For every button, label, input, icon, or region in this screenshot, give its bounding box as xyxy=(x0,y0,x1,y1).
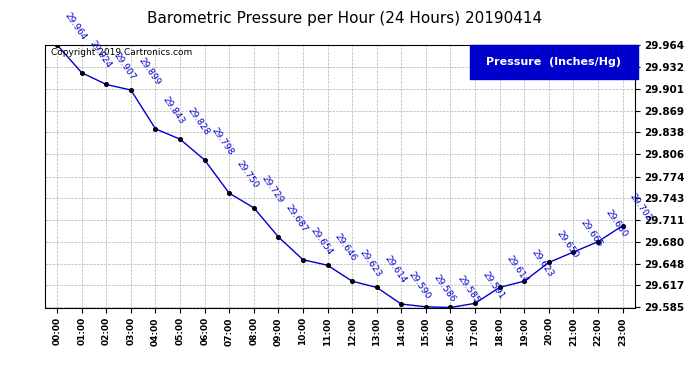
Text: 29.899: 29.899 xyxy=(137,56,162,87)
Text: Barometric Pressure per Hour (24 Hours) 20190414: Barometric Pressure per Hour (24 Hours) … xyxy=(148,11,542,26)
Text: 29.623: 29.623 xyxy=(357,248,383,278)
Point xyxy=(76,70,87,76)
Text: 29.843: 29.843 xyxy=(161,95,186,126)
Text: 29.623: 29.623 xyxy=(530,248,555,278)
Text: 29.907: 29.907 xyxy=(112,51,137,82)
Text: 29.729: 29.729 xyxy=(259,174,285,205)
Point xyxy=(248,205,259,211)
Point xyxy=(273,234,284,240)
Text: 29.687: 29.687 xyxy=(284,203,309,234)
Point xyxy=(396,301,407,307)
FancyBboxPatch shape xyxy=(470,45,638,79)
Point xyxy=(519,278,530,284)
Text: 29.654: 29.654 xyxy=(308,226,334,257)
Point xyxy=(175,136,186,142)
Point xyxy=(297,257,308,263)
Point xyxy=(617,223,628,229)
Point xyxy=(126,87,137,93)
Text: 29.590: 29.590 xyxy=(407,270,432,301)
Point xyxy=(445,304,456,310)
Point xyxy=(199,157,210,163)
Point xyxy=(346,278,357,284)
Point xyxy=(150,126,161,132)
Text: 29.680: 29.680 xyxy=(604,208,629,239)
Point xyxy=(543,260,554,266)
Point xyxy=(322,262,333,268)
Text: 29.924: 29.924 xyxy=(87,39,112,70)
Text: 29.585: 29.585 xyxy=(456,274,482,305)
Text: Copyright 2019 Cartronics.com: Copyright 2019 Cartronics.com xyxy=(51,48,192,57)
Point xyxy=(371,284,382,290)
Text: 29.750: 29.750 xyxy=(235,159,260,190)
Text: 29.665: 29.665 xyxy=(579,218,604,249)
Point xyxy=(593,239,604,245)
Point xyxy=(469,300,480,306)
Text: 29.591: 29.591 xyxy=(480,270,506,301)
Text: Pressure  (Inches/Hg): Pressure (Inches/Hg) xyxy=(486,57,622,67)
Text: 29.614: 29.614 xyxy=(505,254,531,285)
Point xyxy=(494,284,505,290)
Point xyxy=(101,81,112,87)
Point xyxy=(52,42,63,48)
Text: 29.646: 29.646 xyxy=(333,232,359,262)
Text: 29.798: 29.798 xyxy=(210,126,235,157)
Text: 29.586: 29.586 xyxy=(431,273,457,304)
Text: 29.828: 29.828 xyxy=(186,105,211,136)
Point xyxy=(420,304,431,310)
Text: 29.614: 29.614 xyxy=(382,254,408,285)
Text: 29.964: 29.964 xyxy=(63,11,88,42)
Point xyxy=(568,249,579,255)
Text: 29.703: 29.703 xyxy=(628,192,653,223)
Point xyxy=(224,190,235,196)
Text: 29.650: 29.650 xyxy=(554,229,580,260)
